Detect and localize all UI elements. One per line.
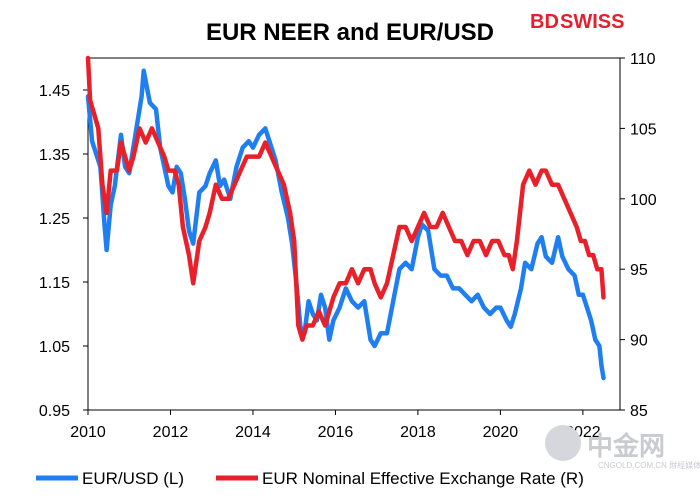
watermark: 中金网 CNGOLD.COM.CN 財經媒体 — [545, 425, 700, 470]
y-left-tick-label: 1.45 — [39, 83, 70, 100]
x-tick-label: 2016 — [318, 424, 354, 441]
y-right-tick-label: 85 — [630, 403, 648, 420]
legend: EUR/USD (L) EUR Nominal Effective Exchan… — [36, 469, 584, 488]
y-left-tick-label: 1.05 — [39, 339, 70, 356]
x-tick-label: 2018 — [400, 424, 436, 441]
brand-logo: BD SWISS — [530, 11, 624, 33]
y-left-tick-label: 1.15 — [39, 275, 70, 292]
series-line-eurusd — [85, 68, 606, 381]
y-left-tick-label: 0.95 — [39, 403, 70, 420]
x-tick-label: 2012 — [153, 424, 189, 441]
x-axis: 2010 2012 2014 2016 2018 2020 2022 — [70, 410, 601, 441]
watermark-subtext: CNGOLD.COM.CN 財經媒体 — [598, 460, 700, 470]
y-right-tick-label: 105 — [630, 121, 657, 138]
legend-label-eurusd: EUR/USD (L) — [82, 469, 184, 488]
x-tick-label: 2020 — [483, 424, 519, 441]
y-left-tick-label: 1.25 — [39, 211, 70, 228]
series-line-neer — [85, 55, 606, 342]
y-right-tick-label: 90 — [630, 333, 648, 350]
x-tick-label: 2014 — [235, 424, 271, 441]
logo-swiss-text: SWISS — [560, 11, 624, 33]
x-tick-label: 2010 — [70, 424, 106, 441]
legend-label-neer: EUR Nominal Effective Exchange Rate (R) — [262, 469, 584, 488]
y-right-tick-label: 110 — [630, 51, 656, 68]
series-group — [85, 55, 606, 381]
watermark-text: 中金网 — [587, 431, 665, 462]
watermark-emblem-icon — [545, 425, 581, 461]
y-right-tick-label: 100 — [630, 192, 657, 209]
y-right-tick-label: 95 — [630, 262, 648, 279]
plot-area — [87, 57, 621, 411]
chart-title: EUR NEER and EUR/USD — [206, 19, 494, 46]
y-axis-right: 85 90 95 100 105 110 — [620, 51, 657, 420]
y-left-tick-label: 1.35 — [39, 147, 70, 164]
logo-bd-text: BD — [530, 11, 559, 33]
y-axis-left: 0.95 1.05 1.15 1.25 1.35 1.45 — [39, 83, 88, 420]
